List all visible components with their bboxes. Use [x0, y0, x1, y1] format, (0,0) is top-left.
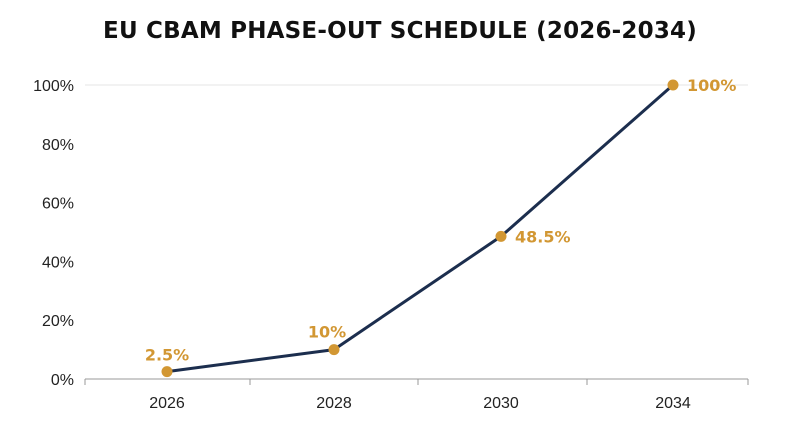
y-tick-label: 60%: [42, 196, 74, 213]
data-label: 10%: [308, 323, 346, 342]
data-point: [667, 79, 679, 91]
data-labels: 2.5% 10% 48.5% 100%: [145, 76, 737, 365]
data-points: [161, 79, 679, 378]
y-tick-label: 100%: [33, 78, 74, 95]
x-tick-label: 2028: [316, 395, 352, 412]
x-axis-ticks: 2026 2028 2030 2034: [149, 395, 691, 412]
x-tick-label: 2034: [655, 395, 691, 412]
data-point: [328, 344, 340, 356]
axes: [84, 84, 749, 385]
data-point: [161, 366, 173, 378]
data-point: [495, 230, 507, 242]
chart-title: EU CBAM PHASE-OUT SCHEDULE (2026-2034): [103, 18, 697, 44]
y-tick-label: 20%: [42, 313, 74, 330]
y-tick-label: 0%: [51, 372, 74, 389]
data-label: 100%: [687, 76, 736, 95]
x-tick-label: 2030: [483, 395, 519, 412]
data-label: 2.5%: [145, 346, 189, 365]
x-tick-label: 2026: [149, 395, 185, 412]
series-line: [166, 83, 674, 374]
y-tick-label: 80%: [42, 137, 74, 154]
data-label: 48.5%: [515, 227, 571, 246]
series-line-path: [166, 83, 674, 374]
y-tick-label: 40%: [42, 254, 74, 271]
y-axis-ticks: 0% 20% 40% 60% 80% 100%: [33, 78, 74, 389]
